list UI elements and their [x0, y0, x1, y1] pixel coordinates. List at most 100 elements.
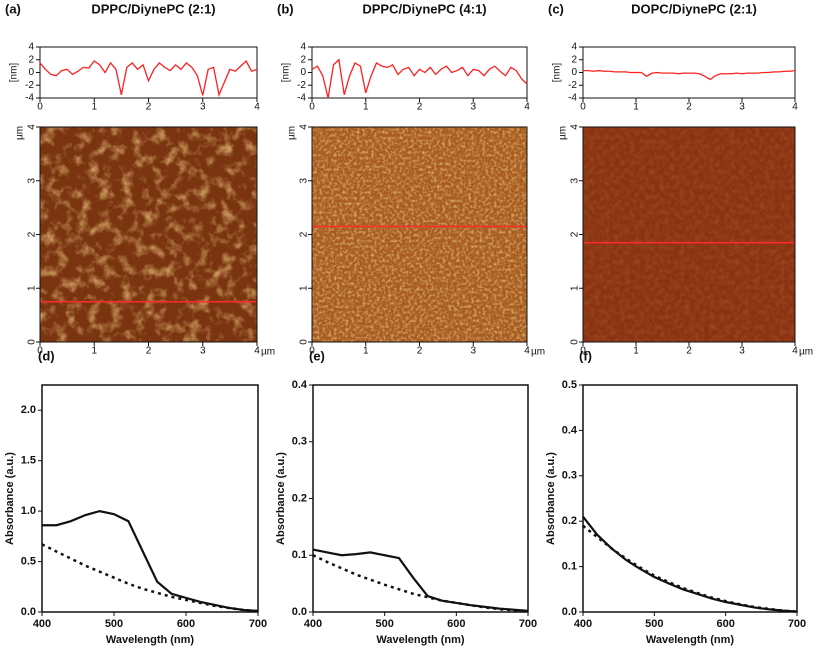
x-tick-label: 600 [177, 618, 195, 630]
x-tick-label: 0 [580, 346, 586, 357]
x-tick-label: 1 [633, 346, 639, 357]
x-tick-label: 500 [645, 618, 663, 630]
y-axis-label: Absorbance (a.u.) [275, 452, 287, 545]
x-tick-label: 1 [633, 102, 639, 113]
y-tick-label: 0 [300, 67, 306, 78]
plot-frame [41, 384, 259, 613]
y-axis-label: [nm] [281, 63, 292, 83]
y-tick-label: 4 [570, 124, 581, 130]
unit-label: µm [558, 126, 569, 140]
x-tick-label: 0 [580, 102, 586, 113]
x-tick-label: 700 [519, 618, 537, 630]
y-tick-label: 0.4 [292, 379, 308, 391]
absorbance-curve [312, 548, 529, 612]
unit-label: µm [261, 347, 275, 358]
y-tick-label: -4 [25, 93, 34, 104]
unit-label: µm [799, 347, 813, 358]
y-tick-label: 2 [570, 231, 581, 237]
panel-label: (a) [5, 1, 21, 16]
panel-label: (c) [548, 1, 564, 16]
y-tick-label: 0.3 [562, 470, 577, 482]
x-tick-label: 700 [788, 618, 806, 630]
y-tick-label: 0 [28, 67, 34, 78]
x-tick-label: 4 [254, 346, 260, 357]
y-tick-label: 0 [27, 339, 38, 345]
y-tick-label: 1 [299, 285, 310, 291]
afm-texture [40, 127, 257, 342]
panel-title: DPPC/DiynePC (4:1) [362, 1, 486, 16]
absorbance-curve [582, 524, 798, 613]
plot-frame [311, 46, 528, 99]
y-tick-label: 4 [299, 124, 310, 130]
x-tick-label: 2 [417, 102, 423, 113]
x-tick-label: 1 [91, 102, 97, 113]
x-tick-label: 400 [574, 618, 592, 630]
x-tick-label: 0 [37, 346, 43, 357]
x-tick-label: 0 [309, 102, 315, 113]
x-tick-label: 400 [33, 618, 51, 630]
unit-label: µm [15, 126, 26, 140]
x-tick-label: 3 [470, 346, 476, 357]
x-tick-label: 500 [375, 618, 393, 630]
y-tick-label: 2 [571, 54, 577, 65]
unit-label: µm [531, 347, 545, 358]
y-tick-label: 0.1 [562, 561, 577, 573]
x-tick-label: 1 [363, 102, 369, 113]
y-tick-label: 0.0 [562, 606, 577, 618]
y-axis-label: [nm] [552, 63, 563, 83]
y-axis-label: Absorbance (a.u.) [545, 452, 557, 545]
afm-texture [583, 127, 795, 342]
y-tick-label: 0 [570, 339, 581, 345]
panel-title: DOPC/DiynePC (2:1) [631, 1, 757, 16]
y-tick-label: 1 [570, 285, 581, 291]
x-tick-label: 1 [91, 346, 97, 357]
x-tick-label: 3 [200, 346, 206, 357]
y-tick-label: 2 [28, 54, 34, 65]
y-tick-label: -2 [568, 80, 577, 91]
y-tick-label: 2.0 [21, 404, 36, 416]
panel-label: (b) [277, 1, 294, 16]
y-tick-label: 0.0 [21, 606, 36, 618]
x-tick-label: 700 [249, 618, 267, 630]
x-tick-label: 600 [716, 618, 734, 630]
unit-label: µm [287, 126, 298, 140]
y-tick-label: 4 [27, 124, 38, 130]
x-tick-label: 4 [524, 346, 530, 357]
y-tick-label: -2 [25, 80, 34, 91]
y-tick-label: 0.0 [292, 606, 307, 618]
y-tick-label: 0.4 [562, 424, 578, 436]
x-tick-label: 4 [792, 102, 798, 113]
absorbance-curve [312, 554, 529, 613]
plot-frame [582, 384, 798, 613]
y-tick-label: 2 [299, 231, 310, 237]
panel-label: (d) [38, 348, 55, 363]
height-profile [311, 58, 528, 99]
y-tick-label: 4 [28, 42, 34, 53]
x-tick-label: 3 [739, 102, 745, 113]
x-tick-label: 400 [304, 618, 322, 630]
x-axis-label: Wavelength (nm) [106, 634, 195, 646]
x-tick-label: 1 [363, 346, 369, 357]
y-tick-label: 0.5 [562, 379, 577, 391]
y-tick-label: 0 [299, 339, 310, 345]
height-profile [39, 59, 258, 98]
y-tick-label: 2 [300, 54, 306, 65]
height-profile [583, 69, 796, 81]
y-tick-label: 0.2 [562, 515, 577, 527]
y-axis-label: [nm] [9, 63, 20, 83]
y-tick-label: 3 [570, 178, 581, 184]
x-tick-label: 4 [254, 102, 260, 113]
panel-label: (f) [579, 348, 592, 363]
x-tick-label: 0 [37, 102, 43, 113]
x-tick-label: 500 [105, 618, 123, 630]
y-axis-label: Absorbance (a.u.) [4, 452, 16, 545]
y-tick-label: 4 [300, 42, 306, 53]
x-tick-label: 600 [447, 618, 465, 630]
x-tick-label: 2 [417, 346, 423, 357]
y-tick-label: 1 [27, 285, 38, 291]
x-tick-label: 2 [146, 346, 152, 357]
plot-frame [39, 46, 258, 99]
y-tick-label: -4 [297, 93, 306, 104]
x-tick-label: 4 [792, 346, 798, 357]
